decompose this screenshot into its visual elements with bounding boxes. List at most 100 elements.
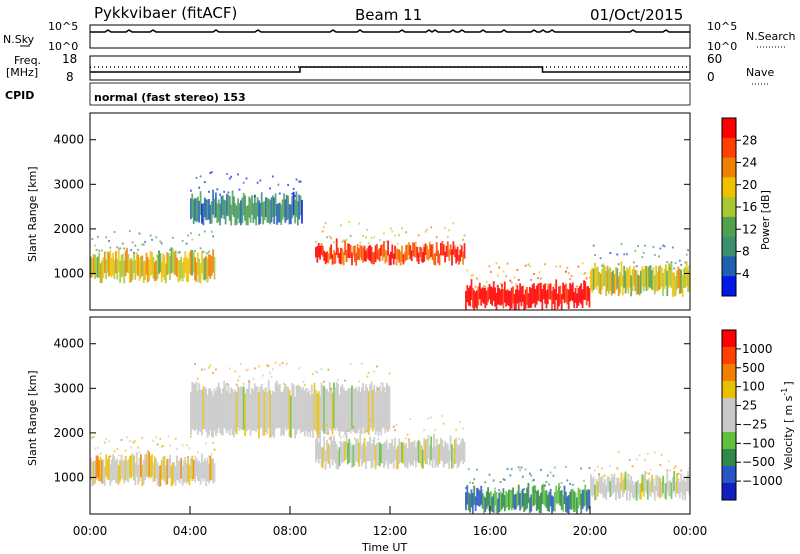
heatmap-cell [628,265,631,288]
heatmap-cell [367,391,370,435]
heatmap-cell [146,257,149,283]
heatmap-cell [470,490,473,508]
x-tick-label: 00:00 [73,524,108,538]
heatmap-cell [548,283,551,300]
heatmap-cell [555,485,558,504]
heatmap-cell [633,266,635,286]
heatmap-cell [133,455,135,481]
heatmap-speckle [476,277,478,280]
heatmap-cell [645,478,648,494]
heatmap-cell [317,442,320,464]
heatmap-speckle [502,270,505,273]
heatmap-cell [612,270,614,294]
heatmap-cell [170,465,173,487]
heatmap-cell [578,489,581,506]
heatmap-cell [138,257,141,281]
heatmap-cell [142,460,145,485]
heatmap-cell [523,493,526,512]
heatmap-speckle [98,249,101,252]
heatmap-cell [216,203,219,223]
heatmap-cell [502,289,505,309]
heatmap-cell [92,460,95,485]
heatmap-cell [109,464,112,486]
heatmap-speckle [648,472,651,475]
power-panel-frame [89,112,691,311]
heatmap-cell [487,287,489,303]
heatmap-speckle [159,240,162,243]
heatmap-cell [452,241,455,255]
heatmap-speckle [584,272,587,275]
heatmap-speckle [569,278,571,280]
heatmap-cell [201,389,203,436]
heatmap-cell [192,382,195,430]
heatmap-cell [258,200,260,225]
heatmap-speckle [462,427,464,430]
heatmap-cell [640,270,642,294]
heatmap-cell [498,288,501,305]
heatmap-cell [666,472,669,492]
heatmap-cell [301,389,303,432]
heatmap-cell [105,259,108,279]
heatmap-cell [166,252,169,275]
heatmap-speckle [285,362,288,365]
heatmap-cell [152,257,155,279]
heatmap-speckle [474,285,477,288]
heatmap-cell [173,251,176,275]
heatmap-speckle [459,421,462,424]
heatmap-cell [349,245,352,258]
heatmap-cell [631,480,634,498]
heatmap-cell [228,196,231,221]
heatmap-cell [287,387,289,429]
heatmap-cell [356,438,359,463]
heatmap-cell [412,442,414,466]
heatmap-speckle [510,281,513,284]
heatmap-cell [183,258,185,278]
heatmap-cell [116,259,119,280]
heatmap-speckle [128,439,131,442]
heatmap-cell [562,282,564,300]
heatmap-cell [359,392,362,435]
heatmap-cell [334,441,337,464]
heatmap-cell [390,443,392,465]
heatmap-cell [206,457,209,482]
heatmap-speckle [459,244,462,247]
heatmap-speckle [191,238,194,241]
heatmap-cell [144,454,146,480]
heatmap-speckle [334,429,337,431]
heatmap-cell [128,456,131,478]
heatmap-cell [678,482,681,499]
heatmap-speckle [669,469,671,472]
heatmap-cell [635,270,638,295]
heatmap-cell [126,247,128,273]
heatmap-cell [208,388,210,435]
heatmap-cell [421,252,424,263]
heatmap-speckle [302,380,305,383]
heatmap-speckle [108,240,110,242]
heatmap-cell [246,388,249,431]
heatmap-cell [591,478,594,497]
heatmap-speckle [208,366,210,369]
heatmap-cell [402,254,405,265]
heatmap-cell [184,251,187,273]
heatmap-cell [581,289,584,308]
heatmap-cell [569,491,571,509]
heatmap-speckle [194,363,196,366]
heatmap-cell [580,493,583,514]
heatmap-cell [202,258,205,280]
heatmap-cell [330,435,333,459]
y-tick-label: 3000 [53,381,84,395]
heatmap-cell [348,387,351,432]
heatmap-cell [571,488,574,509]
heatmap-cell [428,242,431,259]
heatmap-cell [345,390,348,438]
heatmap-speckle [298,367,301,370]
heatmap-cell [583,489,585,507]
heatmap-cell [374,445,377,470]
heatmap-speckle [598,473,601,476]
heatmap-cell [234,389,237,433]
heatmap-cell [196,461,199,481]
heatmap-cell [458,254,460,265]
heatmap-cell [663,483,666,499]
heatmap-cell [252,389,255,431]
heatmap-cell [327,443,330,464]
